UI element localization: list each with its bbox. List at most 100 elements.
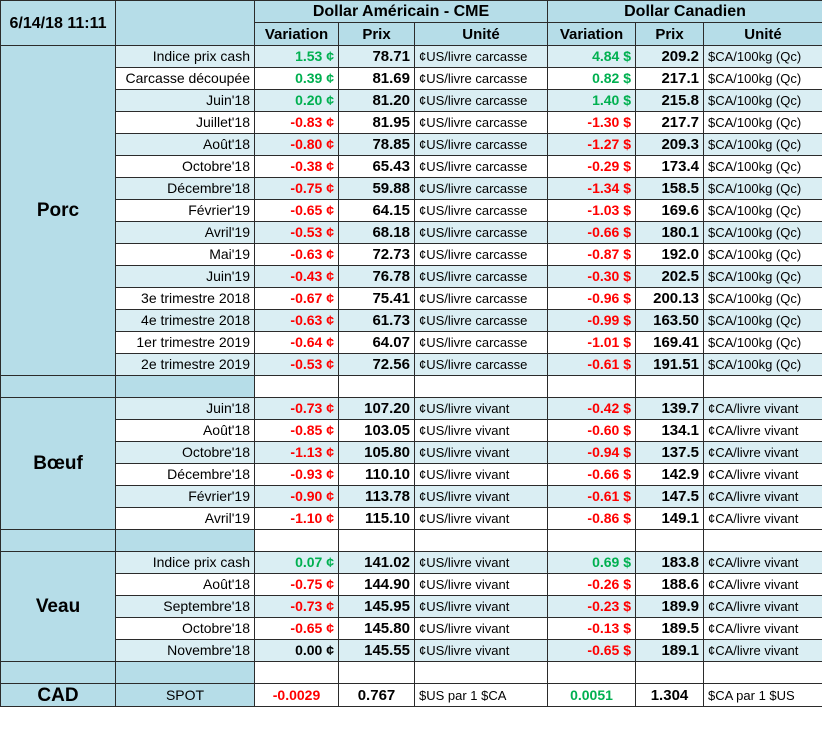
usd-unit: ¢US/livre vivant: [414, 441, 548, 464]
cad-unit: ¢CA/livre vivant: [702, 507, 822, 530]
cad-variation: -0.29 $: [547, 155, 636, 178]
table-row: Février'19 -0.65 ¢ 64.15 ¢US/livre carcasse…: [1, 199, 822, 222]
spacer-cell: [338, 375, 415, 398]
table-row: Octobre'18 -0.38 ¢ 65.43 ¢US/livre carcasse…: [1, 155, 822, 178]
usd-price: 72.56: [338, 353, 415, 376]
cad-unit: ¢CA/livre vivant: [702, 441, 822, 464]
spot-label: SPOT: [115, 683, 255, 707]
usd-unit: ¢US/livre vivant: [414, 397, 548, 420]
cad-unit: $CA/100kg (Qc): [702, 111, 822, 134]
table-row: Carcasse découpée 0.39 ¢ 81.69 ¢US/livre ca…: [1, 67, 822, 90]
cad-unit: ¢CA/livre vivant: [702, 639, 822, 662]
cad-unite-header: Unité: [702, 22, 822, 46]
cad-price: 217.1: [635, 67, 704, 90]
spacer-cell: [702, 529, 822, 552]
cad-price: 189.9: [635, 595, 704, 618]
usd-price: 144.90: [338, 573, 415, 596]
row-label: Août'18: [115, 419, 255, 442]
usd-price: 107.20: [338, 397, 415, 420]
usd-variation: -0.83 ¢: [254, 111, 339, 134]
cad-unit: ¢CA/livre vivant: [702, 397, 822, 420]
cad-unit: ¢CA/livre vivant: [702, 419, 822, 442]
spacer-row: [0, 661, 822, 684]
cad-price: 202.5: [635, 265, 704, 288]
cad-price: 158.5: [635, 177, 704, 200]
row-label: Carcasse découpée: [115, 67, 255, 90]
cad-unit: $CA/100kg (Qc): [702, 177, 822, 200]
cad-variation: -0.87 $: [547, 243, 636, 266]
usd-unit: ¢US/livre vivant: [414, 595, 548, 618]
row-label: 3e trimestre 2018: [115, 287, 255, 310]
usd-price: 81.69: [338, 67, 415, 90]
cad-price: 134.1: [635, 419, 704, 442]
usd-price: 78.71: [338, 45, 415, 68]
header-row-1: 6/14/18 11:11 Dollar Américain - CME Dol…: [0, 0, 822, 46]
usd-price: 145.55: [338, 639, 415, 662]
cad-unit: $CA/100kg (Qc): [702, 309, 822, 332]
cad-unit: $CA/100kg (Qc): [702, 243, 822, 266]
usd-variation: 0.20 ¢: [254, 89, 339, 112]
usd-price: 76.78: [338, 265, 415, 288]
spacer-cell: [547, 375, 636, 398]
usd-variation: -1.10 ¢: [254, 507, 339, 530]
spacer-cell: [254, 661, 339, 684]
usd-unit: ¢US/livre carcasse: [414, 331, 548, 354]
usd-variation: -0.65 ¢: [254, 199, 339, 222]
usd-variation: 0.39 ¢: [254, 67, 339, 90]
cad-unit: ¢CA/livre vivant: [702, 463, 822, 486]
table-row: Décembre'18 -0.93 ¢ 110.10 ¢US/livre vivant…: [1, 463, 822, 486]
row-label: Juin'18: [115, 397, 255, 420]
table-row: Porc Indice prix cash 1.53 ¢ 78.71 ¢US/livre…: [0, 45, 822, 376]
row-label: Décembre'18: [115, 463, 255, 486]
spacer-cell: [414, 661, 548, 684]
usd-price: 110.10: [338, 463, 415, 486]
table-row: Octobre'18 -1.13 ¢ 105.80 ¢US/livre vivant -…: [1, 441, 822, 464]
table-row: Octobre'18 -0.65 ¢ 145.80 ¢US/livre vivant -…: [1, 617, 822, 640]
cad-spot-price: 1.304: [635, 683, 704, 707]
cad-unit: $CA/100kg (Qc): [702, 133, 822, 156]
row-label: Juin'18: [115, 89, 255, 112]
cad-variation: 0.69 $: [547, 551, 636, 574]
cad-price: 209.3: [635, 133, 704, 156]
usd-price: 103.05: [338, 419, 415, 442]
usd-variation: -0.53 ¢: [254, 353, 339, 376]
spacer-cell: [547, 661, 636, 684]
cad-spot-variation: 0.0051: [547, 683, 636, 707]
spacer-cell: [635, 661, 704, 684]
usd-price: 64.07: [338, 331, 415, 354]
spacer-cell: [115, 375, 255, 398]
usd-variation: -0.43 ¢: [254, 265, 339, 288]
usd-unit: ¢US/livre carcasse: [414, 155, 548, 178]
spacer-cell: [254, 529, 339, 552]
cad-variation: -1.03 $: [547, 199, 636, 222]
usd-variation: -0.63 ¢: [254, 243, 339, 266]
cad-price: 183.8: [635, 551, 704, 574]
cad-prix-header: Prix: [635, 22, 704, 46]
row-label: Juin'19: [115, 265, 255, 288]
row-label: Novembre'18: [115, 639, 255, 662]
usd-price: 78.85: [338, 133, 415, 156]
cad-spot-unit: $CA par 1 $US: [702, 683, 822, 707]
price-table: 6/14/18 11:11 Dollar Américain - CME Dol…: [0, 0, 822, 707]
table-row: 3e trimestre 2018 -0.67 ¢ 75.41 ¢US/livre c…: [1, 287, 822, 310]
cad-unit: ¢CA/livre vivant: [702, 573, 822, 596]
usd-variation: -0.73 ¢: [254, 595, 339, 618]
cad-variation: -1.01 $: [547, 331, 636, 354]
table-row: Avril'19 -1.10 ¢ 115.10 ¢US/livre vivant -0.…: [1, 507, 822, 530]
row-label: Septembre'18: [115, 595, 255, 618]
table-row: Août'18 -0.85 ¢ 103.05 ¢US/livre vivant -0.6…: [1, 419, 822, 442]
spacer-cell: [338, 529, 415, 552]
cad-price: 147.5: [635, 485, 704, 508]
cad-price: 180.1: [635, 221, 704, 244]
spacer-cell: [414, 529, 548, 552]
table-row: 2e trimestre 2019 -0.53 ¢ 72.56 ¢US/livre c…: [1, 353, 822, 376]
cad-unit: $CA/100kg (Qc): [702, 89, 822, 112]
spacer-cell: [115, 529, 255, 552]
usd-price: 145.80: [338, 617, 415, 640]
usd-unit: ¢US/livre carcasse: [414, 309, 548, 332]
usd-unit: ¢US/livre carcasse: [414, 111, 548, 134]
cad-group-header: Dollar Canadien: [546, 0, 822, 23]
row-label: Avril'19: [115, 221, 255, 244]
usd-price: 64.15: [338, 199, 415, 222]
cad-variation: -0.99 $: [547, 309, 636, 332]
